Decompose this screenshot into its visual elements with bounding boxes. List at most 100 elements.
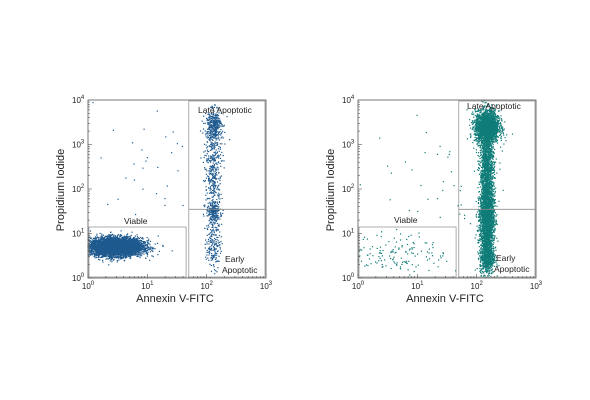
data-point: [96, 248, 98, 251]
data-point: [142, 247, 144, 249]
data-point: [131, 231, 133, 233]
data-point: [119, 240, 121, 242]
data-point: [113, 259, 115, 261]
data-point: [112, 233, 114, 235]
data-point: [114, 257, 116, 259]
data-point: [90, 254, 92, 256]
data-point: [124, 246, 126, 249]
data-point: [114, 245, 116, 247]
data-point: [147, 249, 149, 251]
data-point: [120, 247, 122, 249]
data-point: [126, 253, 128, 255]
data-point: [94, 243, 97, 245]
data-point: [154, 248, 156, 250]
data-point: [139, 257, 141, 259]
data-point: [137, 253, 139, 255]
data-point: [106, 257, 108, 259]
data-point: [113, 236, 115, 239]
data-point: [94, 238, 97, 240]
data-point: [106, 239, 108, 241]
data-point: [131, 239, 133, 241]
data-point: [128, 238, 131, 240]
data-point: [135, 249, 137, 251]
data-point: [100, 236, 102, 238]
data-point: [136, 253, 138, 255]
data-point: [134, 246, 136, 248]
data-point: [105, 254, 107, 257]
data-point: [107, 238, 109, 240]
data-point: [106, 237, 108, 239]
data-point: [102, 259, 104, 261]
data-point: [146, 244, 148, 246]
data-point: [108, 254, 110, 256]
data-point: [140, 249, 142, 251]
data-point: [122, 238, 124, 240]
data-point: [162, 245, 164, 248]
data-point: [152, 248, 154, 250]
data-point: [121, 249, 123, 251]
data-point: [111, 256, 113, 258]
data-point: [120, 252, 122, 254]
data-point: [127, 233, 129, 235]
data-point: [90, 237, 93, 239]
data-point: [140, 245, 142, 247]
data-point: [113, 240, 115, 242]
data-point: [148, 246, 150, 248]
data-point: [90, 244, 92, 246]
data-point: [135, 241, 138, 243]
data-point: [101, 244, 103, 246]
data-point: [101, 251, 104, 253]
data-point: [110, 258, 112, 260]
data-point: [131, 254, 133, 256]
data-point: [95, 246, 97, 248]
data-point: [121, 239, 123, 241]
data-point: [124, 241, 126, 243]
data-point: [113, 253, 115, 255]
data-point: [114, 254, 116, 256]
data-point: [146, 253, 149, 255]
data-point: [116, 260, 119, 262]
data-point: [136, 247, 138, 249]
data-point: [140, 252, 142, 254]
data-point: [97, 255, 100, 257]
data-point: [145, 257, 147, 259]
data-point: [114, 239, 116, 241]
data-point: [111, 237, 113, 239]
data-point: [109, 236, 111, 238]
data-point: [113, 256, 116, 258]
data-point: [140, 250, 142, 252]
data-point: [151, 249, 153, 251]
data-point: [125, 236, 127, 238]
data-point: [124, 256, 126, 258]
data-point: [129, 253, 131, 255]
data-point: [145, 244, 147, 246]
data-point: [135, 239, 138, 241]
data-point: [118, 238, 120, 240]
data-point: [129, 257, 131, 259]
data-point: [97, 248, 99, 250]
data-point: [119, 238, 121, 240]
data-point: [122, 254, 124, 256]
data-point: [95, 249, 97, 251]
data-point: [91, 249, 93, 251]
data-point: [115, 251, 117, 253]
data-point: [124, 235, 126, 237]
data-point: [114, 235, 116, 237]
data-point: [100, 252, 102, 254]
data-point: [137, 243, 139, 245]
data-point: [101, 254, 104, 256]
data-point: [135, 237, 137, 239]
data-point: [111, 252, 113, 254]
data-point: [110, 246, 112, 248]
data-point: [98, 256, 100, 258]
data-point: [137, 250, 139, 252]
data-point: [121, 236, 123, 238]
data-point: [102, 248, 104, 250]
data-point: [95, 251, 97, 253]
data-point: [97, 258, 100, 260]
data-point: [89, 249, 91, 251]
data-point: [129, 256, 131, 258]
data-point: [94, 244, 96, 246]
data-point: [134, 253, 136, 255]
data-point: [138, 242, 140, 244]
